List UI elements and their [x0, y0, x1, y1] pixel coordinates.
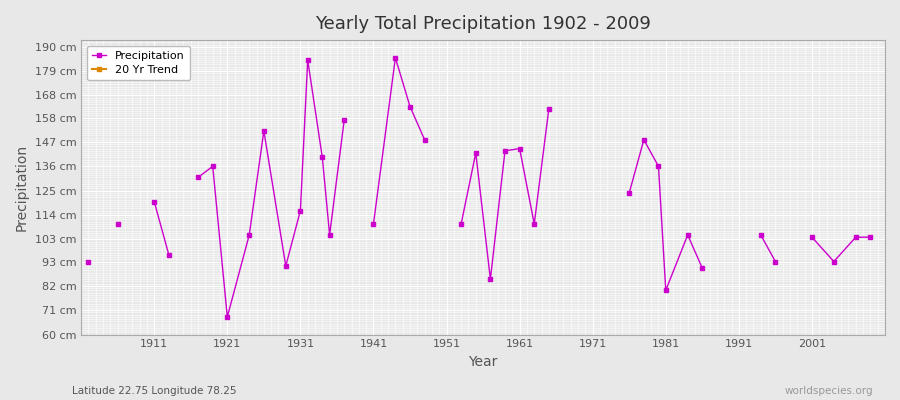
Y-axis label: Precipitation: Precipitation	[15, 144, 29, 231]
Text: worldspecies.org: worldspecies.org	[785, 386, 873, 396]
Legend: Precipitation, 20 Yr Trend: Precipitation, 20 Yr Trend	[86, 46, 190, 80]
Text: Latitude 22.75 Longitude 78.25: Latitude 22.75 Longitude 78.25	[72, 386, 237, 396]
Title: Yearly Total Precipitation 1902 - 2009: Yearly Total Precipitation 1902 - 2009	[315, 15, 651, 33]
X-axis label: Year: Year	[468, 355, 498, 369]
